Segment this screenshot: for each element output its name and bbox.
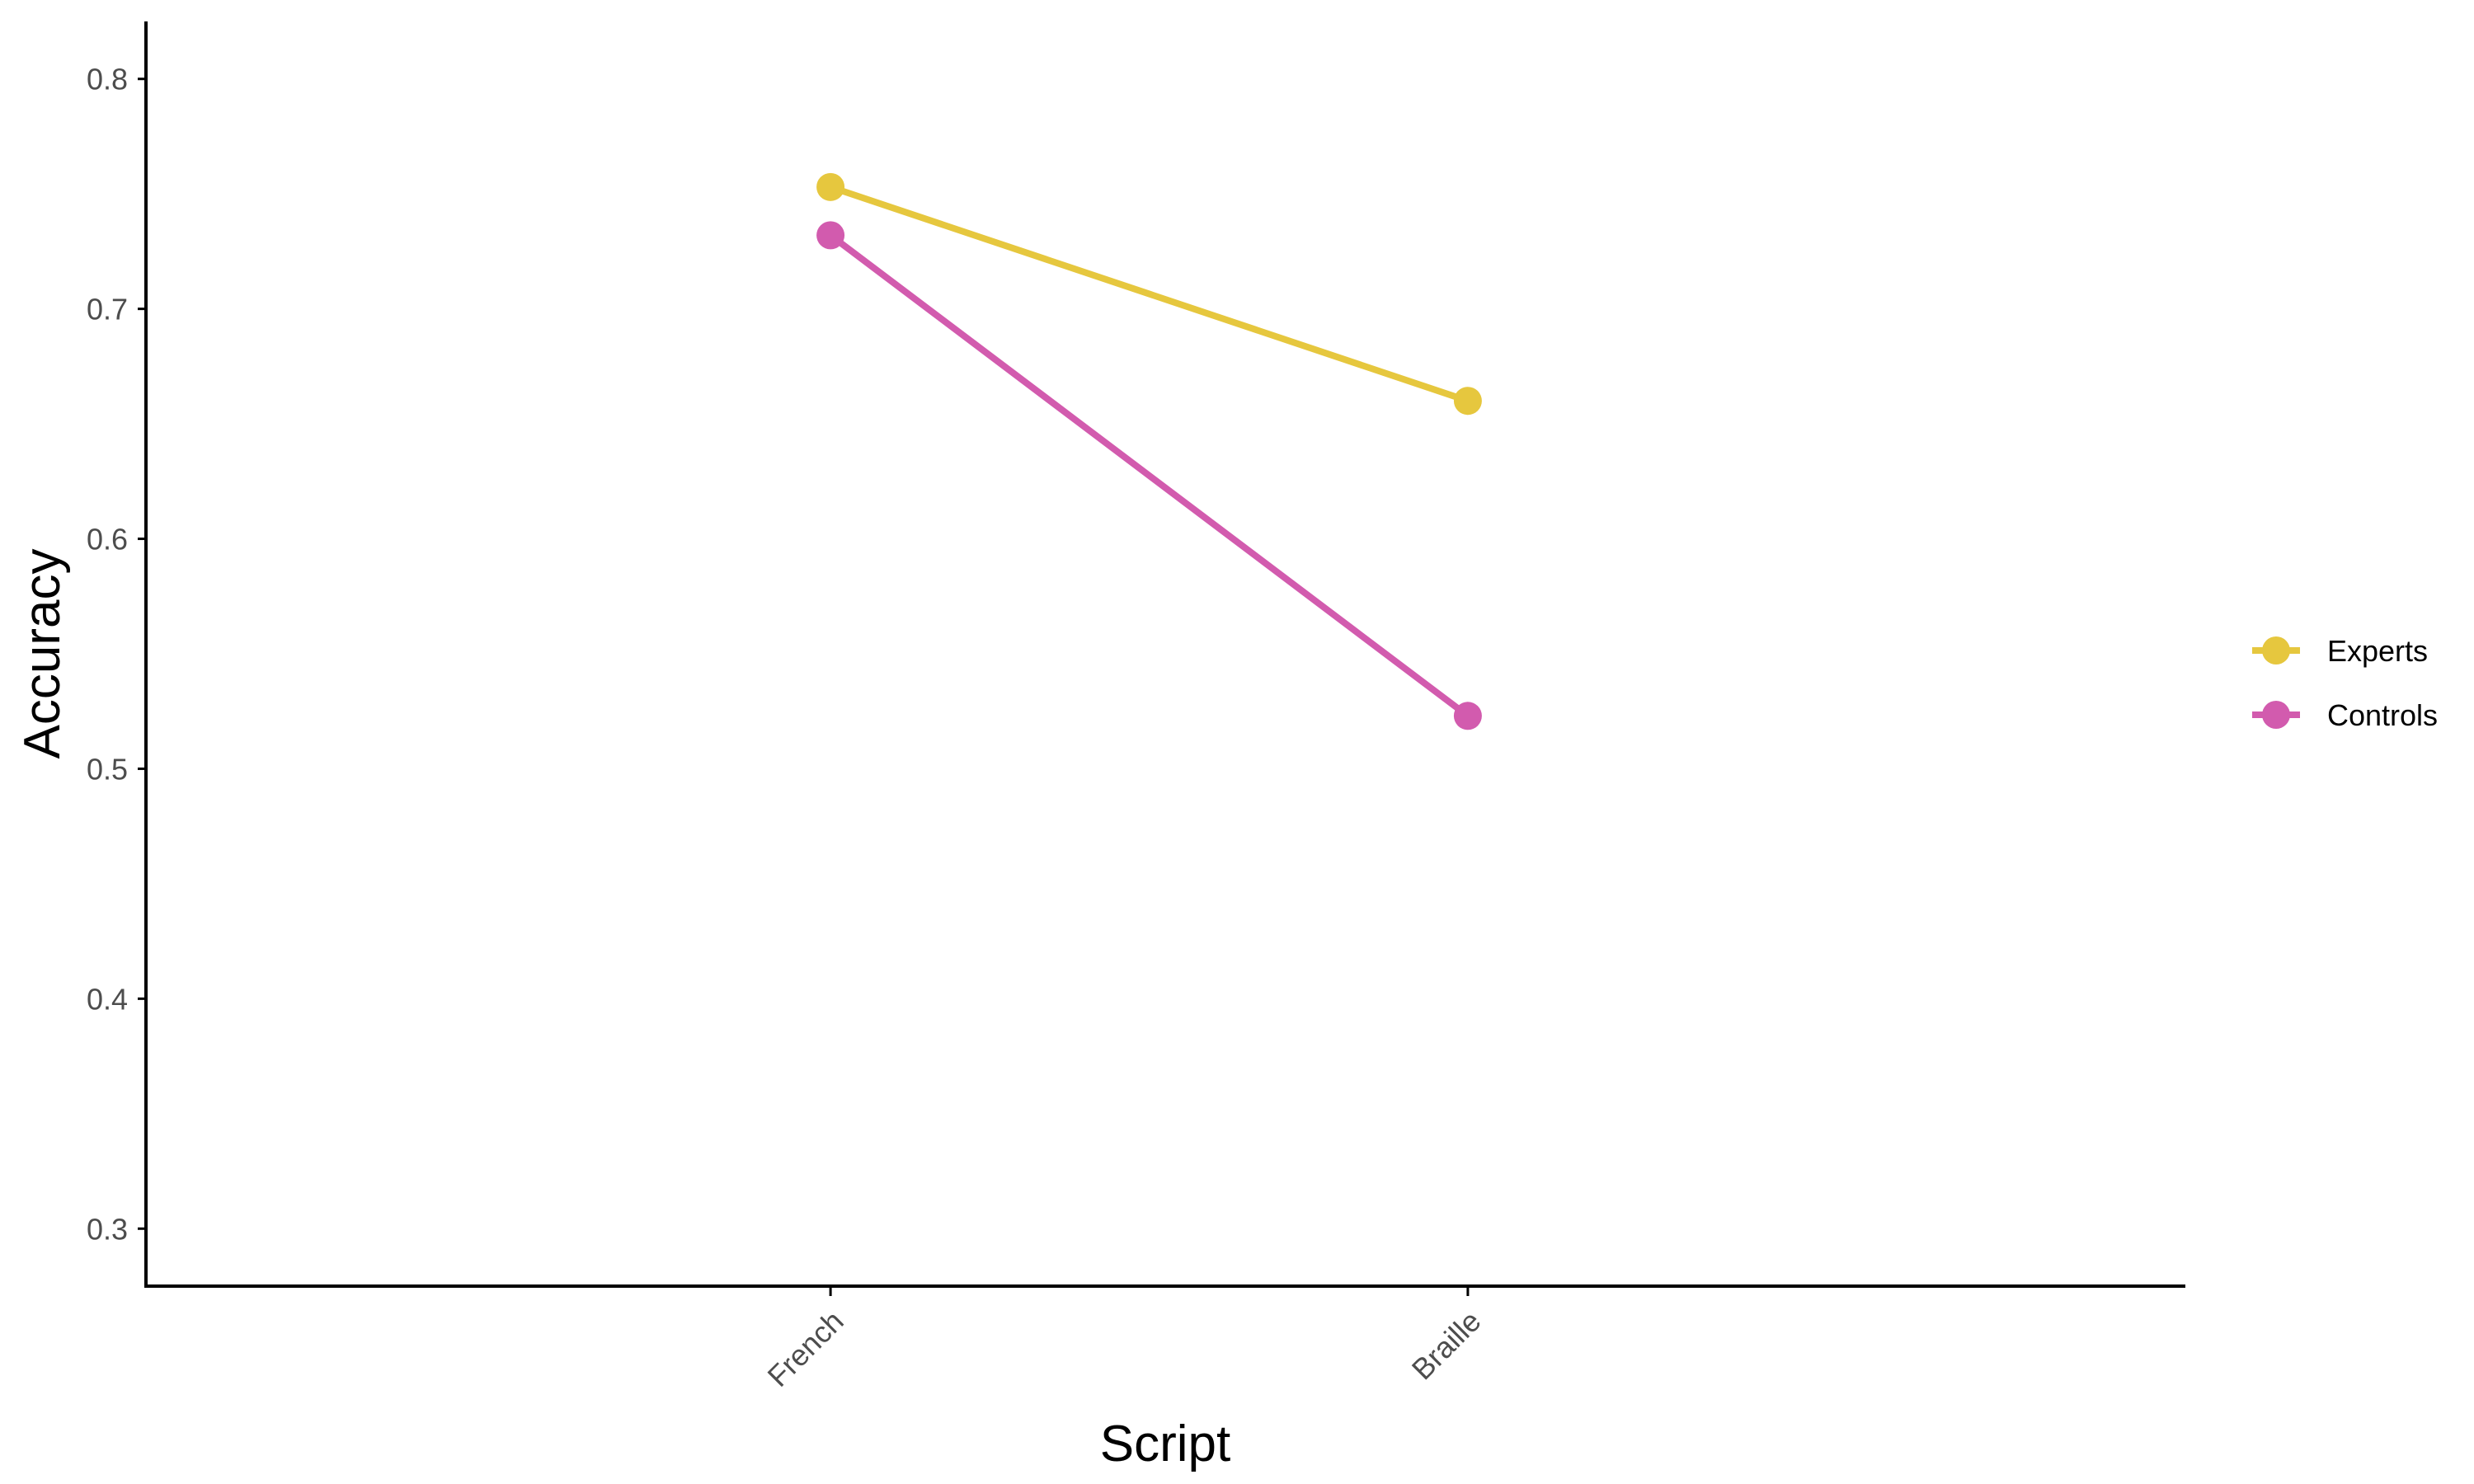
y-tick-label: 0.7 (87, 293, 128, 326)
y-tick-label: 0.4 (87, 982, 128, 1016)
series-experts (816, 172, 1482, 416)
series-controls (816, 221, 1482, 730)
y-axis-ticks: 0.3 0.4 0.5 0.6 0.7 0.8 (87, 63, 146, 1246)
x-axis-title: Script (1100, 1416, 1230, 1472)
data-point (1453, 702, 1482, 730)
plot-area (816, 172, 1482, 730)
series-line (829, 184, 1470, 404)
legend-label: Controls (2327, 698, 2438, 732)
legend-label: Experts (2327, 634, 2428, 668)
y-tick-label: 0.8 (87, 63, 128, 96)
series-line (828, 232, 1470, 719)
legend-key-marker (2262, 701, 2290, 729)
data-point (816, 221, 845, 250)
y-axis-title: Accuracy (14, 549, 71, 759)
legend-key-marker (2262, 636, 2290, 665)
legend-item-controls: Controls (2252, 698, 2438, 732)
y-tick-label: 0.6 (87, 523, 128, 556)
data-point (816, 172, 845, 201)
y-tick-label: 0.5 (87, 752, 128, 786)
legend: Experts Controls (2252, 634, 2438, 732)
x-tick-label: French (761, 1304, 850, 1393)
x-tick-label: Braille (1405, 1304, 1488, 1387)
data-point (1453, 387, 1482, 416)
x-axis-ticks: French Braille (761, 1286, 1488, 1393)
legend-item-experts: Experts (2252, 634, 2428, 668)
y-tick-label: 0.3 (87, 1212, 128, 1246)
